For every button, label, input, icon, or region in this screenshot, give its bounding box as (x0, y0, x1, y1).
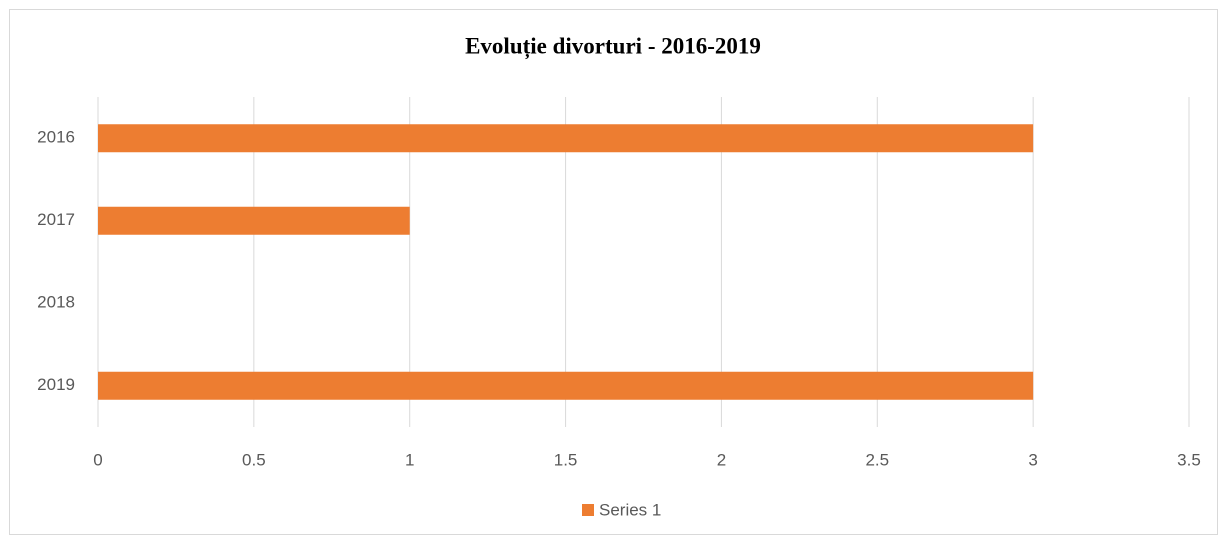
x-tick-label: 0.5 (242, 450, 266, 469)
x-tick-label: 3 (1028, 450, 1037, 469)
y-tick-label: 2018 (37, 293, 75, 312)
legend-label: Series 1 (599, 500, 661, 519)
y-tick-label: 2017 (37, 210, 75, 229)
x-tick-label: 1 (405, 450, 414, 469)
x-tick-label: 1.5 (554, 450, 578, 469)
bar (98, 206, 410, 235)
x-tick-label: 3.5 (1177, 450, 1201, 469)
chart-border (9, 9, 1218, 535)
legend-swatch (582, 504, 594, 516)
x-tick-label: 0 (93, 450, 102, 469)
x-tick-label: 2 (717, 450, 726, 469)
y-tick-label: 2019 (37, 375, 75, 394)
bar (98, 371, 1034, 400)
bar (98, 124, 1034, 153)
y-tick-label: 2016 (37, 128, 75, 147)
chart-title: Evoluție divorturi - 2016-2019 (465, 33, 761, 59)
x-tick-label: 2.5 (865, 450, 889, 469)
